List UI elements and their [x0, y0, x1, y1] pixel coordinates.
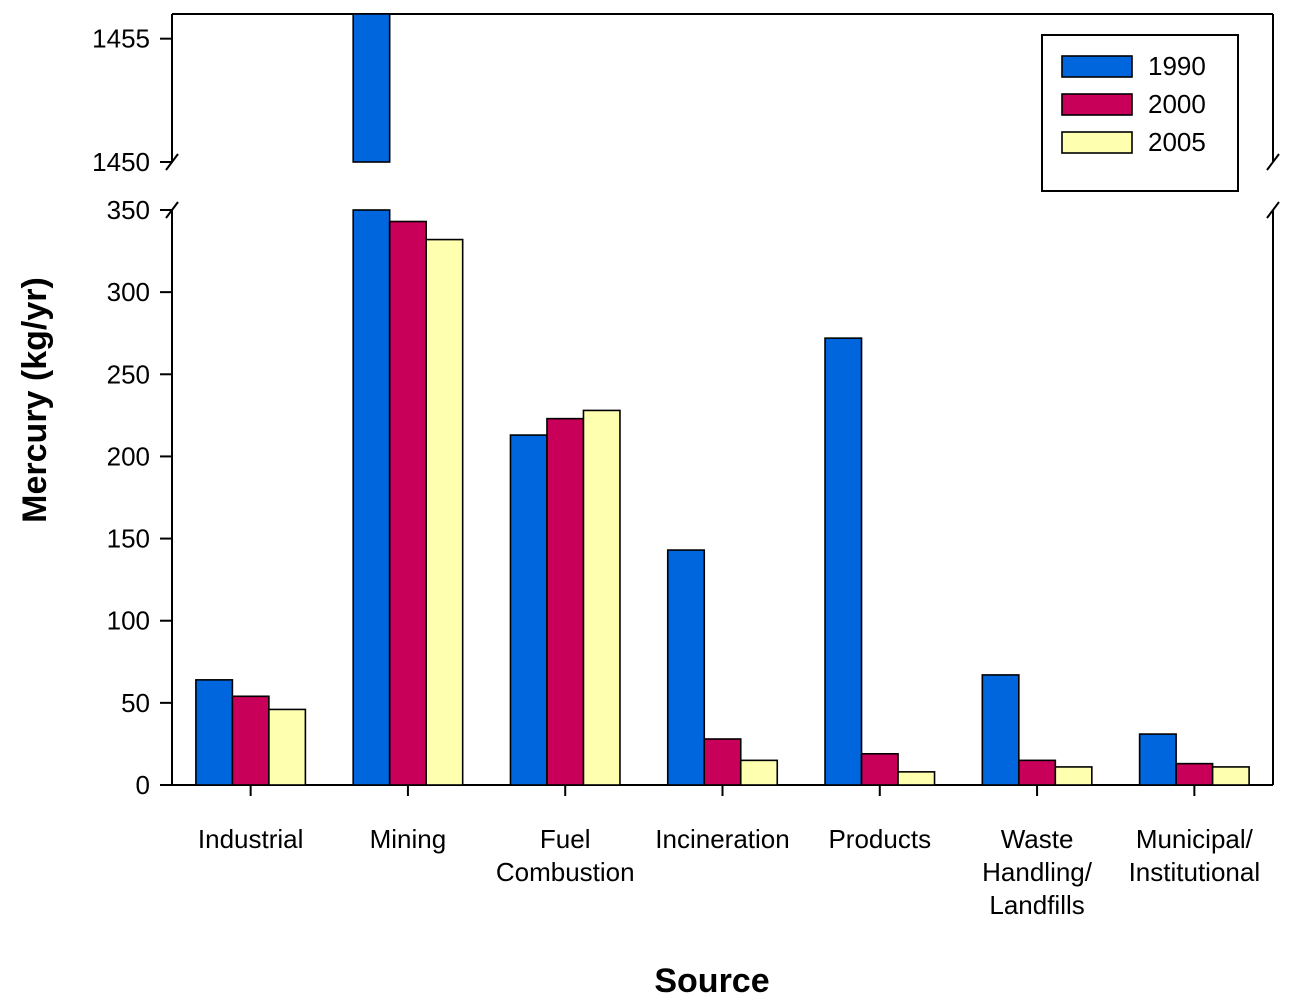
y-tick-200-label: 200 — [107, 441, 150, 471]
legend-swatch-2005 — [1061, 131, 1133, 154]
bar-1990-3 — [666, 549, 706, 786]
break-right-lower — [1266, 201, 1280, 219]
category-label-1: Mining — [370, 824, 447, 854]
category-label-line: Incineration — [655, 824, 789, 854]
bar-2000-6 — [1175, 762, 1214, 786]
bar-1990-4 — [824, 337, 863, 786]
bar-2000-4 — [860, 752, 899, 786]
y-tick-1455-label: 1455 — [92, 24, 150, 54]
category-labels: Industrial Mining Fuel Combustion Incinerati… — [198, 785, 1260, 920]
category-label-2: Fuel Combustion — [496, 824, 635, 887]
category-label-line: Municipal/ — [1136, 824, 1254, 854]
tick-group: 0 50 100 150 200 250 300 350 1450 1455 — [92, 24, 172, 800]
category-label-line: Fuel — [540, 824, 591, 854]
category-label-line: Handling/ — [982, 857, 1093, 887]
y-tick-300-label: 300 — [107, 277, 150, 307]
category-label-line: Industrial — [198, 824, 304, 854]
category-label-line: Combustion — [496, 857, 635, 887]
bar-2005-0 — [268, 708, 307, 786]
y-tick-50-label: 50 — [121, 688, 150, 718]
legend-swatch-1990 — [1061, 55, 1133, 78]
bar-2005-1 — [425, 238, 464, 786]
break-right-upper — [1266, 153, 1280, 171]
legend-label-1990: 1990 — [1148, 51, 1206, 81]
bar-1990-2 — [509, 434, 548, 786]
category-label-5: Waste Handling/Landfills — [982, 824, 1093, 920]
legend-swatch-2000 — [1061, 93, 1133, 116]
bar-2005-4 — [897, 771, 936, 786]
y-axis-title: Mercury (kg/yr) — [16, 277, 54, 523]
bar-1990-1-lower — [352, 209, 391, 786]
y-tick-1450-label: 1450 — [92, 147, 150, 177]
bar-1990-5 — [981, 674, 1020, 786]
bar-2000-5 — [1018, 759, 1057, 786]
category-label-4: Products — [828, 824, 931, 854]
bar-2005-5 — [1054, 766, 1093, 786]
bar-2005-2 — [582, 409, 621, 786]
y-tick-0-label: 0 — [136, 770, 150, 800]
legend-label-2005: 2005 — [1148, 127, 1206, 157]
bar-2000-2 — [546, 417, 585, 786]
bar-2000-3 — [703, 738, 742, 786]
bar-2000-1 — [388, 220, 427, 786]
category-label-line: Institutional — [1129, 857, 1261, 887]
category-label-6: Municipal/Institutional — [1129, 824, 1261, 887]
category-label-0: Industrial — [198, 824, 304, 854]
y-tick-250-label: 250 — [107, 359, 150, 389]
x-axis-title: Source — [654, 962, 769, 1000]
legend-label-2000: 2000 — [1148, 89, 1206, 119]
lower-panel — [171, 210, 1274, 786]
category-label-3: Incineration — [655, 824, 789, 854]
category-label-line: Products — [828, 824, 931, 854]
bar-2005-6 — [1211, 766, 1250, 786]
bar-1990-0 — [195, 679, 234, 786]
bar-2000-0 — [231, 695, 270, 786]
bar-1990-1-upper — [352, 13, 391, 163]
category-label-line: Waste — [1001, 824, 1074, 854]
legend: 1990 2000 2005 — [1041, 34, 1239, 192]
y-tick-150-label: 150 — [107, 524, 150, 554]
category-label-line: Mining — [370, 824, 447, 854]
bar-2005-3 — [739, 759, 779, 786]
category-label-line: Landfills — [989, 890, 1084, 920]
y-tick-100-label: 100 — [107, 606, 150, 636]
bars-group — [195, 13, 1250, 786]
bar-1990-6 — [1138, 733, 1177, 786]
y-tick-350-label: 350 — [107, 195, 150, 225]
